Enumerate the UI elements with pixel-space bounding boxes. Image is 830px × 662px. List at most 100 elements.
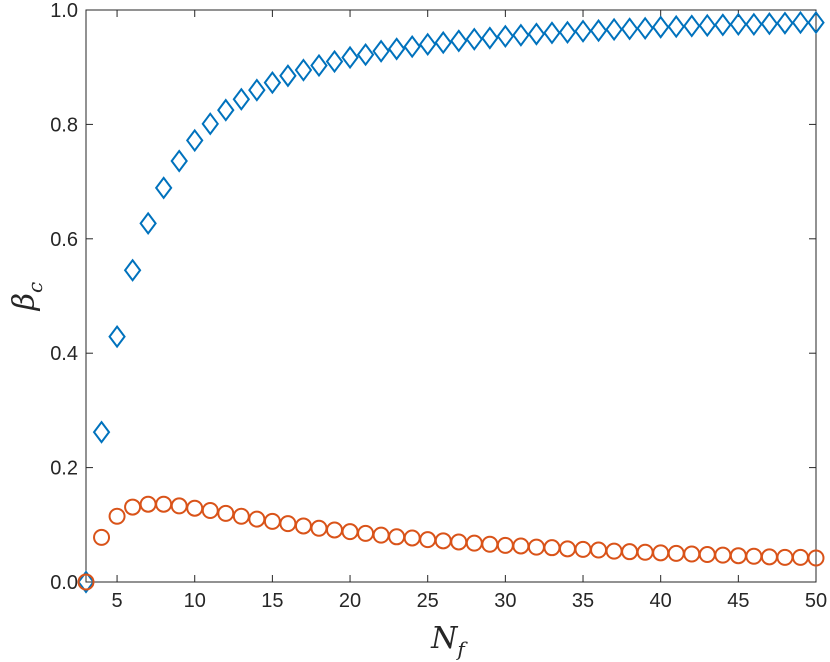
diamond-point: [620, 17, 639, 41]
circle-point: [543, 539, 561, 557]
circle-point: [279, 515, 297, 533]
y-tick-label: 0.0: [50, 572, 78, 594]
circle-point: [729, 547, 747, 565]
circle-point: [636, 543, 654, 561]
diamond-point: [387, 37, 406, 61]
diamond-point: [201, 112, 220, 136]
data-markers: [77, 10, 825, 594]
circle-point: [372, 526, 390, 544]
diamond-point: [248, 78, 266, 102]
circle-point: [124, 498, 142, 516]
diamond-point: [154, 176, 173, 200]
circle-point: [652, 544, 670, 562]
y-tick-label: 0.8: [50, 114, 78, 136]
circle-point: [217, 504, 235, 522]
circle-point: [326, 521, 344, 539]
circle-point: [201, 502, 219, 519]
diamond-point: [512, 23, 530, 47]
circle-point: [419, 531, 437, 549]
circle-point: [357, 524, 375, 542]
y-tick-label: 0.6: [50, 229, 78, 251]
circle-point: [512, 537, 530, 555]
circle-point: [388, 528, 406, 546]
circle-point: [698, 546, 716, 564]
circle-point: [496, 536, 514, 554]
circle-point: [403, 529, 421, 547]
circle-point: [248, 510, 266, 528]
diamond-point: [776, 11, 794, 35]
diamond-point: [527, 22, 546, 46]
y-axis-label: βc: [7, 282, 47, 312]
diamond-point: [745, 12, 763, 36]
circle-point: [77, 573, 95, 591]
circle-point: [108, 507, 126, 525]
circle-point: [263, 512, 281, 530]
diamond-point: [496, 24, 515, 48]
diamond-point: [558, 20, 577, 44]
x-axis-label: Nf: [430, 621, 468, 661]
circle-point: [155, 495, 173, 513]
x-tick-label: 10: [184, 590, 206, 612]
circle-point: [481, 535, 499, 553]
diamond-point: [217, 98, 235, 122]
circle-point: [310, 519, 328, 537]
x-tick-label: 5: [112, 590, 123, 612]
diamond-point: [123, 258, 142, 282]
diamond-point: [372, 39, 390, 63]
circle-point: [776, 548, 794, 566]
circle-point: [745, 547, 763, 565]
x-tick-label: 20: [339, 590, 361, 612]
diamond-point: [714, 13, 732, 37]
x-tick-label: 30: [494, 590, 516, 612]
diamond-point: [636, 16, 654, 40]
diamond-point: [698, 13, 717, 38]
circle-point: [170, 497, 188, 515]
x-tick-label: 35: [572, 590, 594, 612]
circle-point: [558, 540, 576, 558]
circle-point: [683, 545, 701, 563]
circle-point: [605, 542, 623, 560]
circle-point: [434, 532, 452, 550]
diamond-point: [294, 58, 313, 82]
diamond-point: [651, 15, 670, 39]
circle-point: [590, 541, 608, 559]
y-tick-label: 1.0: [50, 0, 78, 22]
y-tick-label: 0.4: [50, 343, 78, 365]
diamond-point: [434, 30, 452, 55]
x-tick-label: 50: [805, 590, 827, 612]
y-axis-ticks: 0.0 0.2 0.4 0.6 0.8 1.0: [50, 0, 816, 594]
diamond-point: [574, 19, 592, 43]
diamond-point: [325, 49, 344, 74]
diamond-point: [791, 10, 810, 35]
circle-point: [93, 528, 111, 546]
plot-border: [85, 9, 817, 583]
x-axis-ticks: 5 10 15 20 25 30 35 40 45 50: [112, 10, 827, 612]
series-circle: [77, 495, 825, 591]
circle-point: [341, 523, 359, 541]
diamond-point: [263, 70, 282, 95]
diamond-point: [450, 29, 468, 53]
diamond-point: [667, 14, 685, 39]
diamond-point: [481, 26, 499, 50]
diamond-point: [170, 149, 188, 173]
circle-point: [667, 544, 685, 562]
diamond-point: [356, 42, 375, 67]
circle-point: [574, 540, 592, 558]
circle-point: [294, 517, 312, 535]
diamond-point: [605, 17, 623, 42]
diamond-point: [139, 211, 157, 236]
x-tick-label: 45: [727, 590, 749, 612]
circle-point: [527, 538, 545, 556]
circle-point: [186, 499, 204, 517]
circle-point: [139, 495, 157, 513]
diamond-point: [682, 14, 701, 38]
diamond-point: [760, 12, 779, 36]
diamond-point: [185, 128, 204, 153]
series-diamond: [77, 10, 825, 594]
circle-point: [621, 543, 639, 561]
diamond-point: [729, 12, 748, 36]
diamond-point: [589, 18, 608, 43]
diamond-point: [807, 10, 825, 35]
diamond-point: [92, 420, 111, 444]
